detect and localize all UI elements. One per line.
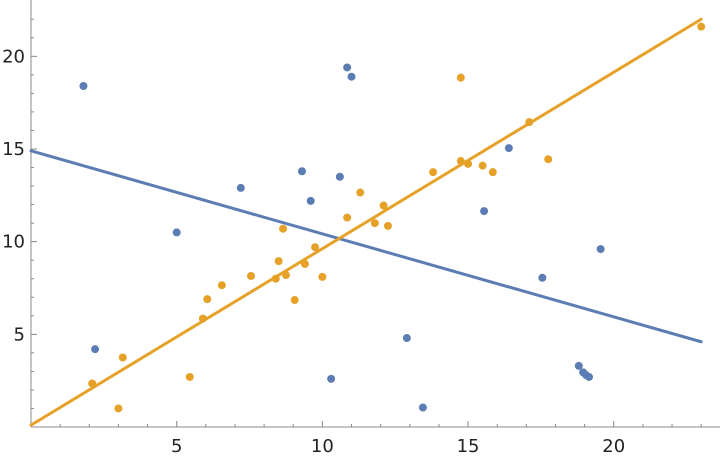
data-point-series-2 xyxy=(379,201,388,210)
fit-line-series-2 xyxy=(29,17,703,427)
x-tick-label: 15 xyxy=(457,436,480,457)
data-point-series-1 xyxy=(574,361,583,370)
data-point-series-2 xyxy=(318,272,327,281)
data-point-series-1 xyxy=(335,172,344,181)
fit-line-series-1 xyxy=(29,149,703,344)
data-point-series-2 xyxy=(383,221,392,230)
data-point-series-2 xyxy=(464,159,473,168)
data-point-series-1 xyxy=(504,144,513,153)
data-point-series-2 xyxy=(88,379,97,388)
data-point-series-1 xyxy=(79,81,88,90)
data-point-series-1 xyxy=(538,273,547,282)
y-tick-label: 15 xyxy=(2,139,25,160)
data-point-series-2 xyxy=(311,243,320,252)
data-point-series-2 xyxy=(356,188,365,197)
data-point-series-2 xyxy=(185,372,194,381)
data-point-series-2 xyxy=(279,224,288,233)
data-point-series-2 xyxy=(544,155,553,164)
x-tick-label: 10 xyxy=(311,436,334,457)
data-point-series-1 xyxy=(418,403,427,412)
data-point-series-2 xyxy=(697,22,706,31)
data-point-series-2 xyxy=(271,274,280,283)
data-point-series-2 xyxy=(488,168,497,177)
data-point-series-2 xyxy=(217,281,226,290)
data-point-series-2 xyxy=(429,168,438,177)
data-point-series-2 xyxy=(118,353,127,362)
data-point-series-1 xyxy=(172,228,181,237)
data-point-series-1 xyxy=(347,72,356,81)
y-tick-label: 10 xyxy=(2,232,25,253)
x-tick-label: 20 xyxy=(602,436,625,457)
data-point-series-2 xyxy=(290,296,299,305)
data-point-series-1 xyxy=(584,372,593,381)
data-point-series-2 xyxy=(343,213,352,222)
data-point-series-2 xyxy=(300,259,309,268)
data-point-series-2 xyxy=(198,314,207,323)
data-point-series-2 xyxy=(525,118,534,127)
data-point-series-2 xyxy=(456,157,465,166)
y-tick-label: 5 xyxy=(14,324,25,345)
data-point-series-2 xyxy=(203,295,212,304)
data-point-series-2 xyxy=(274,257,283,266)
data-point-series-2 xyxy=(478,161,487,170)
data-point-series-1 xyxy=(402,334,411,343)
data-point-series-2 xyxy=(456,73,465,82)
data-point-series-1 xyxy=(306,196,315,205)
data-point-series-2 xyxy=(370,219,379,228)
data-point-series-2 xyxy=(114,404,123,413)
data-point-series-2 xyxy=(246,271,255,280)
data-point-series-1 xyxy=(236,183,245,192)
data-point-series-1 xyxy=(297,167,306,176)
data-point-series-1 xyxy=(596,245,605,254)
data-point-series-1 xyxy=(480,207,489,216)
x-tick-label: 5 xyxy=(171,436,182,457)
data-point-series-1 xyxy=(91,345,100,354)
y-tick-label: 20 xyxy=(2,46,25,67)
data-point-series-1 xyxy=(327,374,336,383)
data-point-series-2 xyxy=(281,271,290,280)
data-point-series-1 xyxy=(343,63,352,72)
